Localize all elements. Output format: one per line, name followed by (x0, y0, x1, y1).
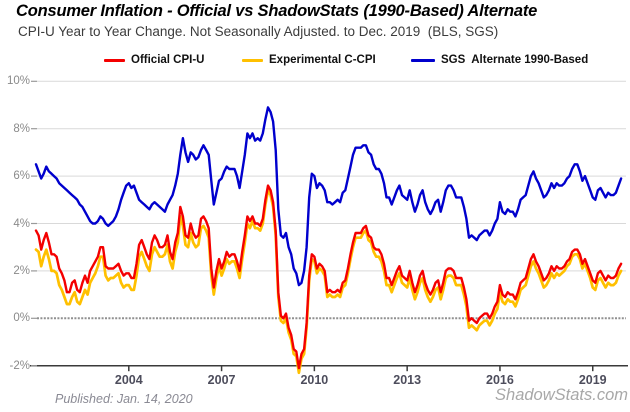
x-axis-label: 2007 (207, 373, 236, 387)
y-axis-label: 10% (6, 75, 30, 88)
y-axis-label: 4% (13, 217, 30, 230)
y-axis-label: 6% (13, 170, 30, 183)
legend: Official CPI-U Experimental C-CPI SGS Al… (0, 53, 630, 69)
y-axis-label: 0% (13, 312, 30, 325)
legend-line-red-icon (104, 58, 125, 62)
published-date: Published: Jan. 14, 2020 (55, 392, 193, 406)
series-line-official-cpi-u (34, 184, 623, 370)
legend-line-yellow-icon (242, 58, 263, 62)
shadowstats-watermark: ShadowStats.com (495, 386, 628, 404)
legend-line-blue-icon (411, 58, 435, 62)
legend-item-official-cpi: Official CPI-U (104, 53, 204, 67)
y-axis-label: 8% (13, 122, 30, 135)
series-line-sgs-alternate-1990-based (34, 106, 623, 287)
y-axis-label: 2% (13, 264, 30, 277)
series-line-experimental-c-cpi (34, 188, 623, 375)
y-axis-label: -2% (9, 359, 30, 372)
legend-label: Experimental C-CPI (269, 54, 376, 66)
x-axis-label: 2004 (114, 373, 143, 387)
legend-label: SGS Alternate 1990-Based (441, 54, 589, 66)
x-axis-label: 2013 (393, 373, 422, 387)
x-axis-label: 2016 (486, 373, 514, 387)
chart-title: Consumer Inflation - Official vs ShadowS… (16, 2, 538, 20)
x-axis-label: 2010 (300, 373, 329, 387)
legend-item-experimental-c-cpi: Experimental C-CPI (242, 53, 376, 67)
legend-item-sgs-alternate: SGS Alternate 1990-Based (411, 53, 588, 67)
x-axis-label: 2019 (578, 373, 607, 387)
chart-subtitle: CPI-U Year to Year Change. Not Seasonall… (18, 24, 499, 39)
legend-label: Official CPI-U (131, 54, 205, 66)
